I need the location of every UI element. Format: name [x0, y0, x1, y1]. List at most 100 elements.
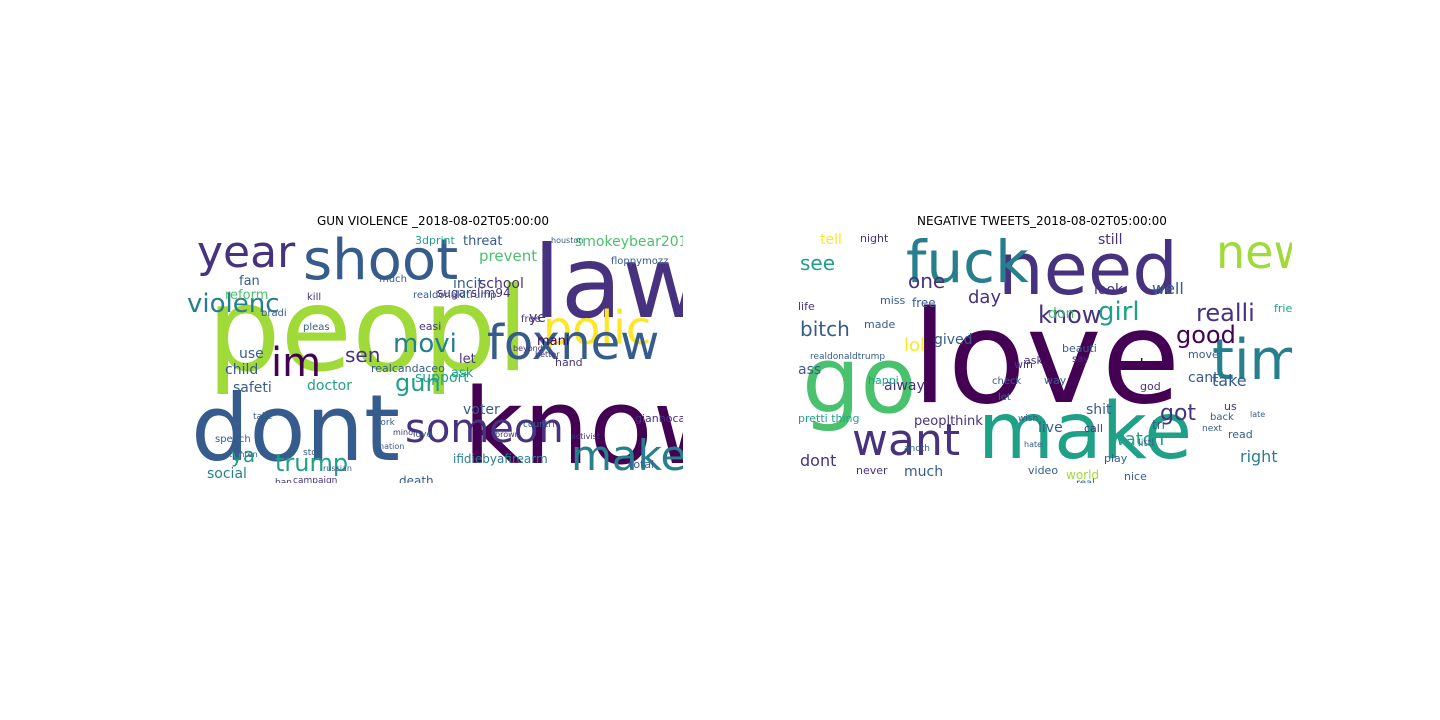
cloud-word: know	[463, 366, 683, 483]
cloud-word: someon	[405, 406, 564, 452]
cloud-word: death	[399, 474, 434, 483]
cloud-word: wish	[1018, 414, 1039, 424]
cloud-word: use	[239, 346, 264, 362]
cloud-word: god	[1140, 380, 1161, 393]
cloud-word: take	[253, 412, 273, 422]
cloud-word: movi	[393, 329, 457, 359]
cloud-word: love	[912, 284, 1181, 433]
cloud-word: let	[998, 392, 1011, 403]
cloud-word: foxnew	[487, 315, 660, 371]
cloud-word: next	[1202, 424, 1222, 434]
cloud-word: want	[852, 415, 961, 466]
cloud-word: say	[1072, 354, 1090, 365]
cloud-word: call	[1084, 422, 1103, 435]
cloud-word: see	[800, 251, 836, 275]
cloud-word: voter	[463, 402, 500, 418]
cloud-word: well	[1152, 279, 1184, 298]
cloud-word: littl	[1138, 438, 1155, 449]
cloud-word: peopl	[207, 263, 529, 398]
cloud-word: gived	[934, 332, 973, 348]
cloud-word: tell	[820, 233, 842, 248]
cloud-word: violenc	[187, 289, 280, 319]
cloud-word: take	[1212, 371, 1247, 390]
cloud-word: late	[1250, 410, 1266, 419]
cloud-word: friend follow	[1274, 302, 1292, 315]
cloud-word: work	[1110, 355, 1149, 374]
cloud-word: fan	[239, 274, 260, 289]
cloud-word: dont	[800, 451, 837, 470]
cloud-word: miss	[880, 294, 906, 307]
cloud-word: ban	[275, 478, 292, 484]
cloud-word: beyond	[513, 344, 543, 353]
cloud-word: nation	[379, 442, 405, 451]
cloud-word: realdonaldtrump	[810, 352, 886, 362]
cloud-word: shoot	[303, 233, 459, 293]
cloud-word: social	[207, 466, 247, 482]
cloud-word: win	[1014, 358, 1034, 371]
cloud-word: campaign	[293, 476, 338, 484]
cloud-word: minor	[393, 428, 417, 437]
cloud-word: much	[379, 274, 407, 285]
cloud-word: life	[798, 300, 815, 313]
cloud-word: countri	[523, 420, 555, 430]
cloud-word: much	[904, 464, 944, 480]
cloud-word: fuck	[906, 233, 1029, 296]
cloud-word: check	[992, 376, 1022, 387]
cloud-word: floppymozz	[611, 256, 669, 267]
cloud-word: video	[1028, 464, 1059, 477]
cloud-word: houston	[551, 236, 584, 245]
cloud-word: pleas	[303, 322, 330, 333]
cloud-word: love	[413, 430, 432, 440]
cloud-word: giannocaldwel	[635, 412, 683, 425]
cloud-word: year	[197, 233, 296, 278]
cloud-word: ye	[529, 310, 546, 326]
cloud-word: made	[864, 318, 896, 331]
cloud-word: realli	[1196, 299, 1255, 327]
cloud-word: realdonaldtrump	[413, 290, 497, 301]
cloud-word: watch	[1110, 429, 1165, 450]
cloud-word: tighten	[229, 450, 258, 459]
cloud-word: im	[271, 340, 322, 386]
cloud-word: smokeybear2018	[575, 234, 683, 250]
cloud-word: tri	[1152, 418, 1165, 432]
cloud-word: reform	[225, 288, 269, 303]
cloud-word: trump	[275, 449, 349, 477]
cloud-word: anoth	[904, 444, 930, 454]
cloud-word: alway	[884, 378, 925, 394]
cloud-word: ifidiebyafirearm	[453, 452, 548, 466]
cloud-word: doctor	[307, 378, 352, 394]
cloud-word: free	[521, 314, 541, 325]
cloud-word: world	[1066, 468, 1100, 482]
cloud-word: better	[535, 350, 560, 359]
cloud-word: free	[912, 296, 936, 310]
cloud-word: day	[968, 287, 1002, 308]
cloud-word: kill	[307, 292, 322, 303]
cloud-word: us	[1224, 400, 1237, 413]
cloud-word: time	[1212, 328, 1292, 393]
cloud-word: hand	[555, 356, 583, 369]
cloud-word: work	[373, 418, 395, 428]
cloud-word: play	[1104, 452, 1128, 465]
cloud-word: easi	[419, 320, 442, 333]
cloud-word: cant	[1188, 370, 1219, 386]
panel-title: NEGATIVE TWEETS_2018-08-02T05:00:00	[917, 214, 1167, 228]
cloud-word: ass	[798, 362, 822, 378]
cloud-word: still	[1098, 233, 1123, 248]
cloud-word: got	[1160, 401, 1197, 426]
cloud-word: sugarslim94	[437, 286, 511, 300]
cloud-word: ya	[231, 443, 256, 467]
cloud-word: read	[1228, 428, 1253, 441]
cloud-word: bitch	[800, 317, 850, 341]
cloud-word: look	[1094, 282, 1124, 298]
cloud-word: law	[533, 233, 683, 341]
cloud-word: ask	[451, 366, 474, 381]
cloud-word: live	[1038, 420, 1063, 436]
cloud-word: let	[459, 352, 476, 367]
cloud-word: russian	[323, 464, 352, 473]
cloud-word: new	[1216, 233, 1292, 279]
cloud-word: need	[998, 233, 1178, 311]
cloud-word: real	[1076, 479, 1095, 484]
cloud-word: happi	[868, 374, 899, 387]
